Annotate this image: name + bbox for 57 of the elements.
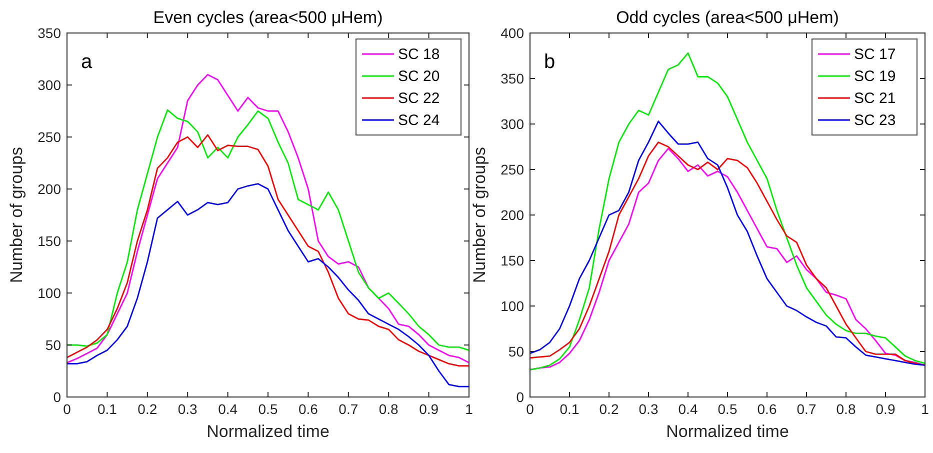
legend-label: SC 24 (398, 112, 440, 129)
x-tick-label: 0.8 (378, 401, 399, 417)
y-tick-label: 200 (38, 181, 62, 197)
y-tick-label: 350 (38, 25, 62, 41)
y-tick-label: 100 (38, 285, 62, 301)
x-tick-label: 0.8 (836, 401, 856, 417)
legend-label: SC 18 (398, 46, 440, 63)
legend-label: SC 17 (854, 46, 896, 63)
y-tick-label: 0 (516, 389, 524, 405)
x-tick-label: 0.7 (338, 401, 358, 417)
x-tick-label: 0.7 (796, 401, 816, 417)
y-axis-title: Number of groups (470, 146, 489, 284)
x-tick-label: 0 (63, 401, 72, 417)
y-tick-label: 300 (38, 77, 62, 93)
legend-label: SC 19 (854, 68, 896, 85)
x-tick-label: 0.2 (599, 401, 619, 417)
x-tick-label: 0.1 (560, 401, 580, 417)
annotation: a (81, 51, 93, 73)
y-tick-label: 250 (500, 162, 524, 178)
annotation: b (544, 51, 556, 73)
x-tick-label: 0.4 (678, 401, 698, 417)
legend-label: SC 21 (854, 90, 896, 107)
y-tick-label: 350 (500, 70, 524, 86)
x-tick-label: 0.5 (718, 401, 738, 417)
y-tick-label: 50 (45, 337, 62, 353)
legend-label: SC 22 (398, 90, 440, 107)
x-tick-label: 0.9 (419, 401, 439, 417)
line-series (66, 183, 470, 388)
chart-title: Even cycles (area<500 μHem) (153, 8, 383, 27)
x-tick-label: 0 (526, 401, 534, 417)
x-axis-title: Normalized time (666, 422, 789, 441)
y-axis-title: Number of groups (7, 146, 26, 284)
y-tick-label: 50 (508, 344, 524, 360)
x-tick-label: 0.6 (757, 401, 777, 417)
x-tick-label: 0.2 (138, 401, 158, 417)
y-tick-label: 100 (500, 298, 524, 314)
x-tick-label: 0.9 (876, 401, 896, 417)
x-tick-label: 0.1 (97, 401, 118, 417)
y-tick-label: 200 (500, 207, 524, 223)
y-tick-label: 150 (38, 233, 62, 249)
legend-label: SC 23 (854, 112, 896, 129)
legend-label: SC 20 (398, 68, 440, 85)
y-tick-label: 250 (38, 129, 62, 145)
y-tick-label: 150 (500, 252, 524, 268)
x-tick-label: 0.6 (298, 401, 318, 417)
y-tick-label: 400 (500, 25, 524, 41)
x-axis-title: Normalized time (206, 422, 330, 441)
x-tick-label: 1 (465, 401, 474, 417)
x-tick-label: 0.3 (638, 401, 658, 417)
x-tick-label: 0.5 (258, 401, 278, 417)
line-series (66, 134, 470, 366)
x-tick-label: 0.4 (218, 401, 238, 417)
x-tick-label: 1 (921, 401, 930, 417)
x-tick-label: 0.3 (178, 401, 198, 417)
chart-title: Odd cycles (area<500 μHem) (616, 8, 839, 27)
y-tick-label: 300 (500, 116, 524, 132)
y-tick-label: 0 (53, 389, 62, 405)
